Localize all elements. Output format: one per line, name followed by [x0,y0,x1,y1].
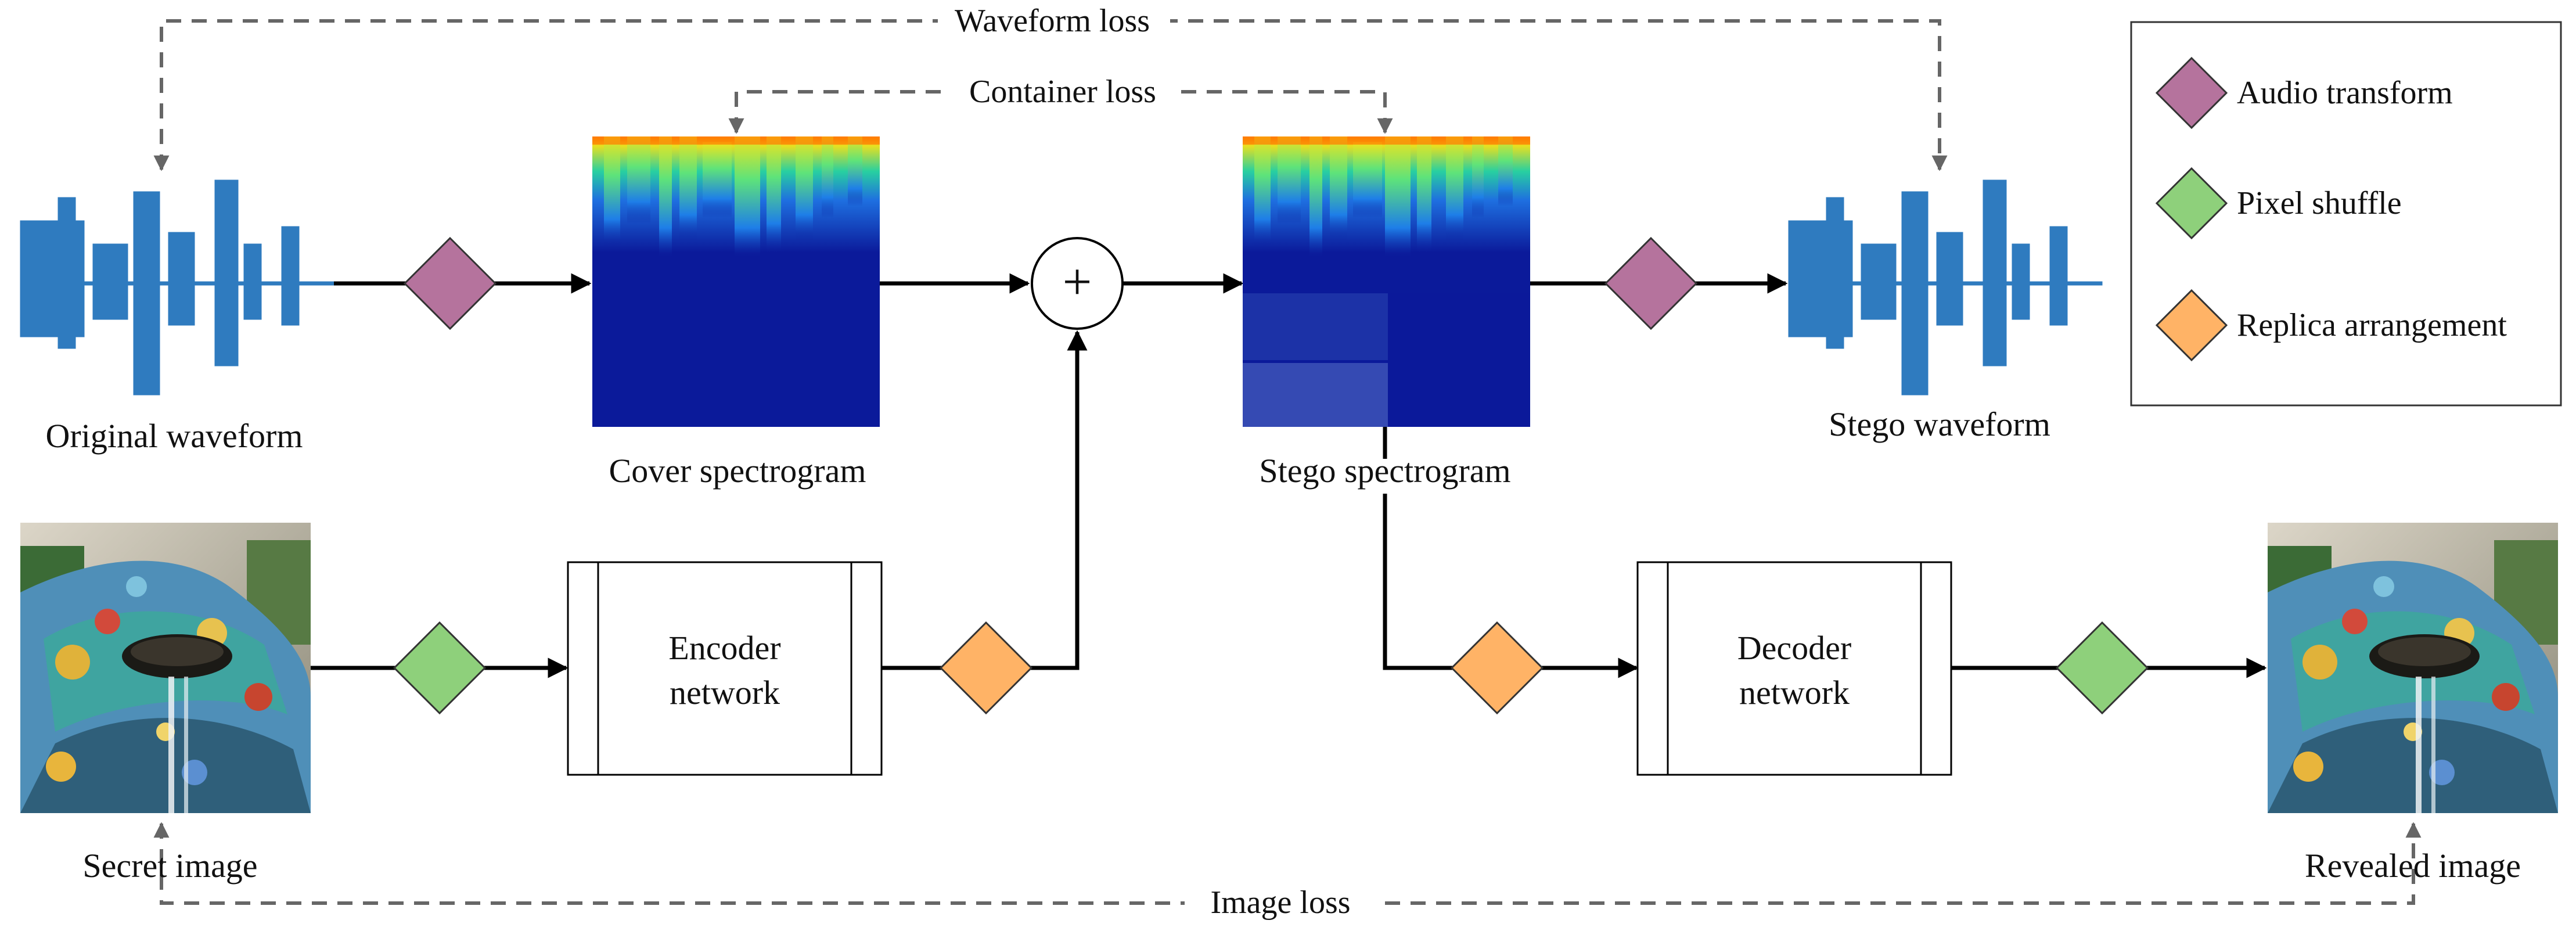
pixel-shuffle-diamond-1 [393,621,487,715]
audio-transform-diamond-2 [1604,236,1698,330]
revealed-image [2268,523,2558,813]
replica-arrangement-diamond-1 [939,621,1033,715]
image-loss-label: Image loss [1210,885,1350,921]
encoder-network-label-line1: Encoder [668,629,780,667]
orange-diamond-icon [2155,289,2228,362]
stego-waveform [1788,179,2103,396]
legend: Audio transform Pixel shuffle Replica ar… [2130,21,2562,407]
cover-spectrogram-label: Cover spectrogram [609,452,866,490]
legend-item-audio-transform: Audio transform [2237,75,2453,111]
revealed-image-label: Revealed image [2305,847,2521,885]
stego-spectrogram [1243,136,1530,427]
original-waveform-label: Original waveform [46,417,303,455]
addition-operator-symbol: + [1063,253,1092,311]
audio-transform-diamond-1 [403,236,497,330]
waveform-loss-label: Waveform loss [955,3,1150,39]
secret-image-label: Secret image [82,847,257,885]
decoder-network [1636,561,1952,776]
replica-arrangement-diamond-2 [1450,621,1544,715]
encoder-network [567,561,883,776]
legend-item-pixel-shuffle: Pixel shuffle [2237,185,2402,221]
decoder-network-label-line2: network [1739,674,1850,711]
secret-image [20,523,311,813]
waveform-loss-path [153,19,1948,171]
green-diamond-icon [2155,167,2228,240]
decoder-network-label-line1: Decoder [1737,629,1851,667]
encoder-network-label-line2: network [670,674,780,711]
container-loss-label: Container loss [969,74,1156,110]
legend-item-replica-arrangement: Replica arrangement [2237,307,2507,343]
cover-spectrogram [592,136,880,427]
stego-waveform-label: Stego waveform [1829,405,2050,443]
purple-diamond-icon [2155,56,2228,130]
pixel-shuffle-diamond-2 [2055,621,2149,715]
original-waveform [20,179,334,396]
